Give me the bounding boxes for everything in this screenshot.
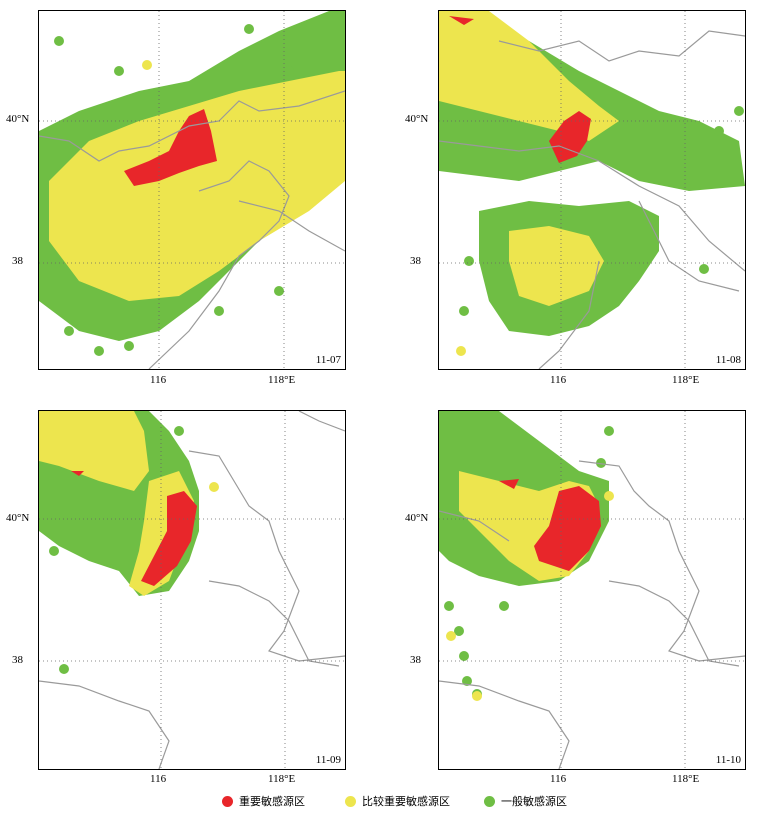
lat-label-40-p2: 40°N [405, 113, 429, 125]
lat-label-40-p1: 40°N [6, 113, 30, 125]
legend-label: 重要敏感源区 [239, 795, 305, 808]
legend-item-general: 一般敏感源区 [484, 793, 567, 809]
map-legend: 重要敏感源区 比较重要敏感源区 一般敏感源区 [0, 793, 757, 813]
panel-date: 11-07 [315, 354, 341, 366]
map-panel-1109: 11-09 [38, 410, 346, 770]
map-canvas [439, 11, 745, 369]
gridlines [39, 411, 345, 769]
gridlines [39, 11, 345, 369]
lon-label-116-p1: 116 [150, 374, 167, 386]
panel-date: 11-10 [715, 754, 741, 766]
legend-swatch-green [484, 795, 495, 807]
boundaries [439, 30, 745, 369]
important-zone [124, 109, 217, 186]
panel-date: 11-09 [315, 754, 341, 766]
lat-label-40-p3: 40°N [6, 512, 30, 524]
map-panel-1110: 11-10 [438, 410, 746, 770]
legend-item-important: 重要敏感源区 [222, 793, 305, 809]
gridlines [439, 11, 745, 369]
panel-date: 11-08 [715, 354, 741, 366]
map-panel-1107: 11-07 [38, 10, 346, 370]
map-canvas [39, 11, 345, 369]
important-zone [71, 471, 197, 586]
lat-label-40-p4: 40°N [405, 512, 429, 524]
gridlines [439, 411, 745, 769]
legend-swatch-red [222, 795, 233, 807]
legend-label: 一般敏感源区 [501, 795, 567, 808]
lon-label-118-p1: 118°E [268, 374, 296, 386]
legend-label: 比较重要敏感源区 [362, 795, 450, 808]
lon-label-116-p4: 116 [550, 773, 567, 785]
map-canvas [39, 411, 345, 769]
lon-label-118-p2: 118°E [672, 374, 700, 386]
lat-label-38-p3: 38 [12, 654, 23, 666]
important-zone [449, 16, 591, 163]
boundaries [39, 90, 345, 369]
map-panel-1108: 11-08 [438, 10, 746, 370]
lat-label-38-p4: 38 [410, 654, 421, 666]
lon-label-118-p4: 118°E [672, 773, 700, 785]
lat-label-38-p1: 38 [12, 255, 23, 267]
lon-label-118-p3: 118°E [268, 773, 296, 785]
legend-item-relative: 比较重要敏感源区 [345, 793, 450, 809]
lat-label-38-p2: 38 [410, 255, 421, 267]
boundaries [439, 460, 745, 769]
map-canvas [439, 411, 745, 769]
important-zone [499, 479, 601, 571]
relative-zone [439, 11, 619, 356]
boundaries [39, 411, 345, 769]
legend-swatch-yellow [345, 795, 356, 807]
lon-label-116-p2: 116 [550, 374, 567, 386]
relative-zone [49, 60, 345, 301]
lon-label-116-p3: 116 [150, 773, 167, 785]
